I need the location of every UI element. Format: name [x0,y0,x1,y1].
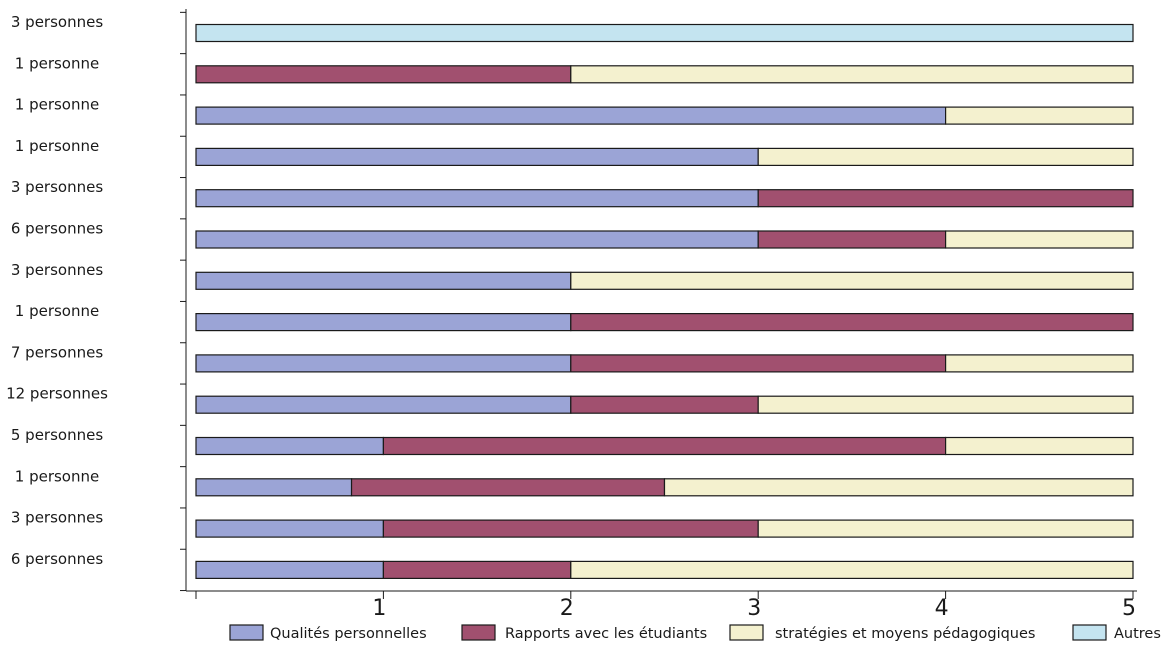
bar-segment-row4-series3 [757,147,1134,166]
bar-segment-row6-series2 [757,230,947,249]
category-label: 6 personnes [11,220,103,238]
bar-segment-row3-series1 [195,106,947,125]
bar-segment-row12-series1 [195,478,353,497]
x-tick-label: 2 [560,596,574,621]
legend-swatch [461,624,496,641]
category-label: 3 personnes [11,509,103,527]
legend-label: Qualités personnelles [270,626,427,642]
category-label: 1 personne [15,96,99,114]
category-label: 3 personnes [11,178,103,196]
bar-segment-row12-series2 [350,478,666,497]
category-label: 7 personnes [11,343,103,361]
bar-segment-row10-series3 [757,395,1134,414]
legend-label: Rapports avec les étudiants [505,626,707,642]
category-label: 3 personnes [11,13,103,31]
bar-segment-row12-series3 [663,478,1134,497]
category-label: 1 personne [15,302,99,320]
bar-segment-row1-series4 [195,23,1134,43]
x-tick-label: 1 [372,596,386,621]
legend-label: stratégies et moyens pédagogiques [775,626,1035,642]
x-tick-label: 4 [935,596,949,621]
x-tick-label: 3 [747,596,761,621]
bar-segment-row11-series3 [944,436,1134,456]
bar-segment-row2-series3 [570,65,1134,84]
bar-segment-row13-series3 [757,519,1134,538]
category-label: 1 personne [15,137,99,155]
category-label: 6 personnes [11,550,103,568]
category-label: 1 personne [15,467,99,485]
bar-segment-row9-series3 [944,354,1134,373]
category-label: 1 personne [15,54,99,72]
bar-segment-row7-series1 [195,271,572,290]
bar-segment-row6-series1 [195,230,759,249]
legend-label: Autres [1114,626,1161,642]
category-label: 3 personnes [11,261,103,279]
bar-segment-row8-series2 [570,313,1134,332]
legend-swatch [1072,624,1107,641]
bar-segment-row4-series1 [195,147,759,166]
bars-group [195,23,1134,580]
bar-segment-row2-series2 [195,65,572,84]
bar-segment-row10-series2 [570,395,759,414]
legend-swatch [229,624,264,641]
bar-segment-row3-series3 [944,106,1134,125]
bar-segment-row6-series3 [944,230,1134,249]
bar-segment-row14-series1 [195,560,384,580]
bar-segment-row11-series2 [382,436,947,456]
legend-swatch [729,624,764,641]
legend: Qualités personnelles Rapports avec les é… [229,624,1161,642]
x-tick-label: 5 [1122,596,1136,621]
bar-segment-row14-series2 [382,560,572,580]
bar-segment-row5-series2 [757,189,1134,208]
category-labels: 3 personnes 1 personne 1 personne 1 personn… [6,13,108,568]
bar-segment-row9-series2 [570,354,947,373]
bar-segment-row10-series1 [195,395,572,414]
bar-segment-row13-series1 [195,519,384,538]
bar-segment-row5-series1 [195,189,759,208]
category-label: 5 personnes [11,426,103,444]
x-axis: 1 2 3 4 5 [186,590,1137,621]
bar-segment-row8-series1 [195,313,572,332]
bar-segment-row13-series2 [382,519,759,538]
category-label: 12 personnes [6,385,108,403]
bar-segment-row7-series3 [570,271,1134,290]
bar-segment-row9-series1 [195,354,572,373]
y-axis [180,9,187,592]
bar-segment-row11-series1 [195,436,384,456]
bar-segment-row14-series3 [570,560,1134,580]
